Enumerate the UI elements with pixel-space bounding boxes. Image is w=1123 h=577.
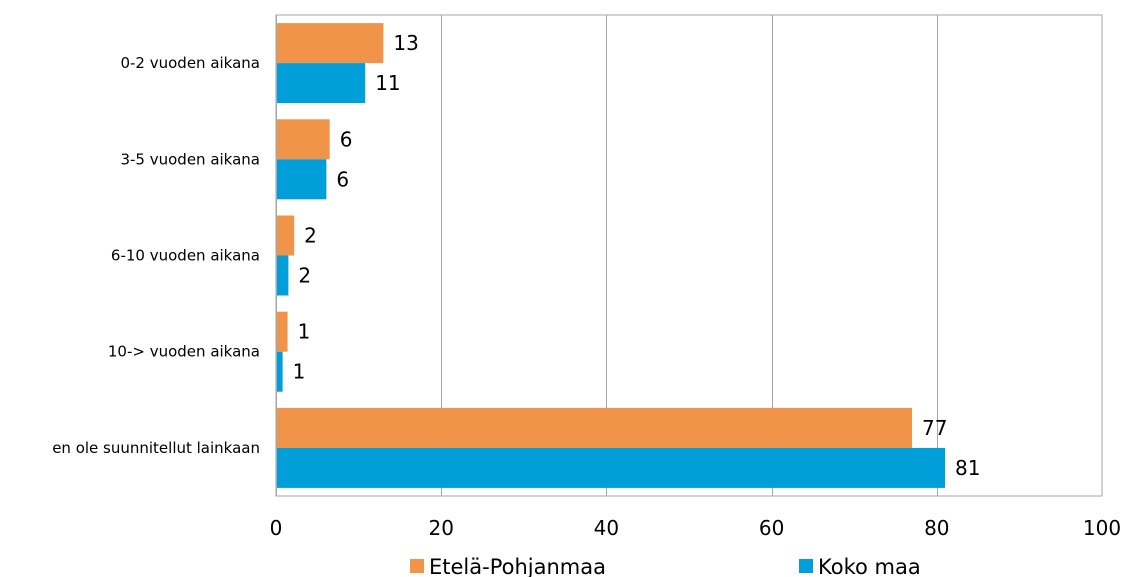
legend-swatch: [410, 559, 424, 573]
category-label: 0-2 vuoden aikana: [120, 54, 260, 72]
bar: [277, 311, 288, 352]
bar: [277, 215, 295, 256]
data-label: 6: [336, 167, 349, 191]
category-label: 3-5 vuoden aikana: [120, 150, 260, 168]
bars: [277, 23, 946, 488]
x-tick-label: 80: [924, 516, 949, 540]
bar: [277, 63, 366, 104]
bar: [277, 159, 327, 200]
x-tick-label: 60: [759, 516, 784, 540]
data-label: 13: [393, 31, 418, 55]
x-tick-label: 20: [428, 516, 453, 540]
bar: [277, 351, 283, 392]
legend-label: Etelä-Pohjanmaa: [429, 555, 606, 577]
data-label: 2: [298, 264, 311, 288]
bar: [277, 255, 289, 296]
data-label: 6: [340, 127, 353, 151]
category-label: 10-> vuoden aikana: [108, 343, 260, 361]
x-tick-label: 40: [594, 516, 619, 540]
data-label: 1: [298, 320, 311, 344]
legend-swatch: [799, 559, 813, 573]
category-labels: 0-2 vuoden aikana 3-5 vuoden aikana 6-10 v…: [52, 54, 260, 457]
category-label: en ole suunnitellut lainkaan: [52, 439, 260, 457]
data-label: 1: [293, 360, 306, 384]
bar: [277, 119, 330, 160]
legend-label: Koko maa: [818, 555, 921, 577]
x-tick-label: 100: [1083, 516, 1121, 540]
bar: [277, 447, 946, 488]
bar: [277, 23, 384, 64]
bar: [277, 407, 913, 448]
category-label: 6-10 vuoden aikana: [111, 247, 260, 265]
data-label: 11: [375, 71, 400, 95]
x-tick-label: 0: [270, 516, 283, 540]
data-label: 81: [955, 456, 980, 480]
legend: Etelä-Pohjanmaa Koko maa: [410, 555, 921, 577]
data-label: 77: [922, 416, 947, 440]
data-label: 2: [304, 224, 317, 248]
x-axis-ticks: 0 20 40 60 80 100: [270, 516, 1121, 540]
